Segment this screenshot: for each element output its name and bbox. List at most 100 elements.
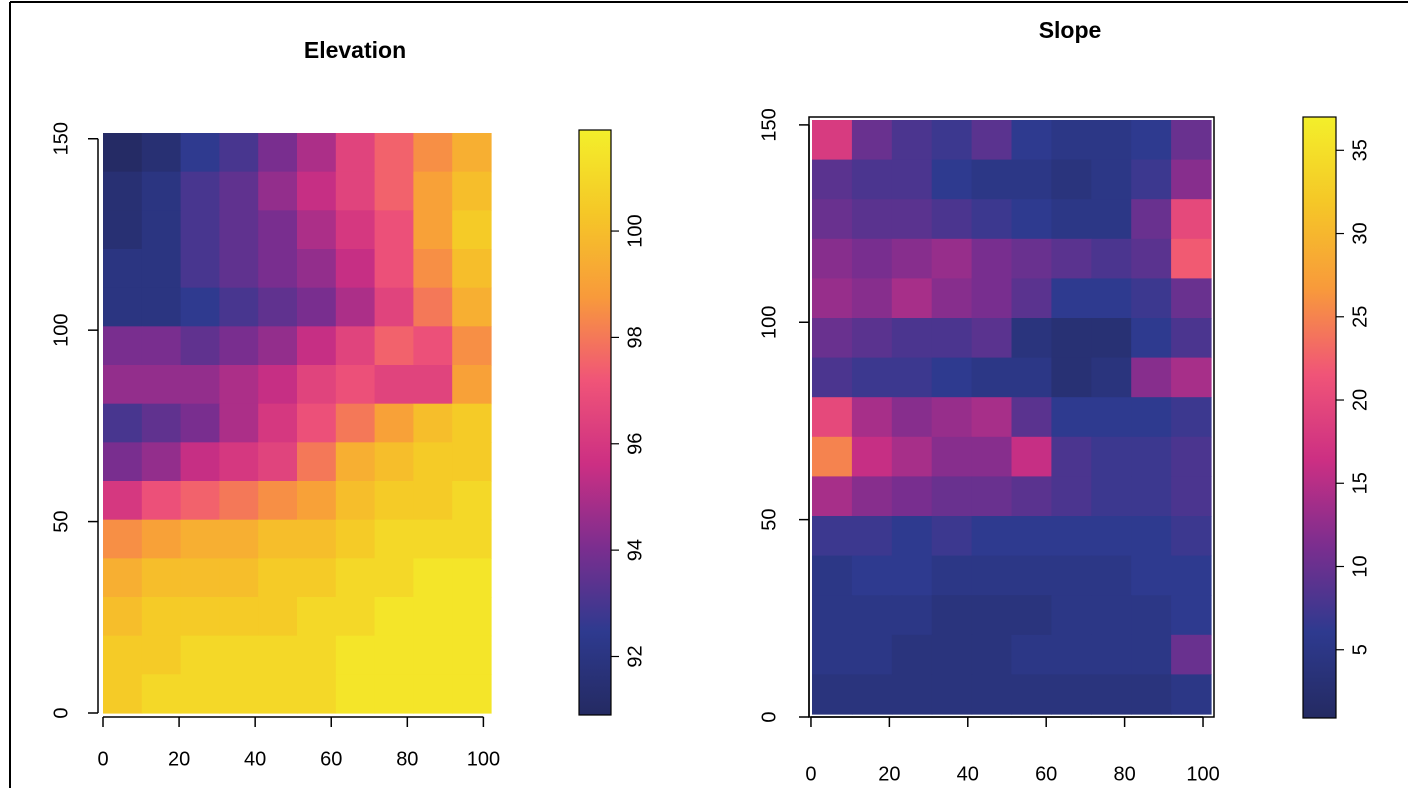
- colorbar-tick-label: 100: [624, 214, 646, 247]
- raster-cell: [335, 403, 376, 443]
- raster-cell: [335, 326, 376, 366]
- raster-cell: [812, 436, 853, 477]
- raster-cell: [1171, 357, 1212, 398]
- raster-cell: [931, 674, 973, 715]
- raster-cell: [297, 249, 337, 289]
- raster-cell: [103, 287, 143, 327]
- raster-cell: [413, 287, 453, 327]
- raster-cell: [1011, 238, 1052, 279]
- x-tick-label: 40: [244, 748, 266, 770]
- raster-cell: [103, 519, 143, 559]
- raster-cell: [851, 634, 893, 675]
- raster-cell: [219, 365, 259, 405]
- raster-cell: [851, 516, 893, 557]
- raster-cell: [335, 365, 376, 405]
- raster-cell: [851, 199, 893, 240]
- raster-cell: [335, 635, 376, 675]
- raster-cell: [931, 436, 973, 477]
- raster-cell: [931, 238, 973, 279]
- raster-cell: [931, 357, 973, 398]
- raster-cell: [851, 476, 893, 517]
- raster-cell: [971, 674, 1013, 715]
- raster-cell: [180, 326, 220, 366]
- colorbar-tick-label: 25: [1349, 306, 1371, 328]
- raster-cell: [141, 597, 182, 637]
- raster-cell: [141, 171, 182, 211]
- raster-cell: [180, 597, 220, 637]
- raster-cell: [374, 481, 414, 521]
- raster-cell: [1131, 397, 1172, 438]
- raster-cell: [891, 595, 933, 636]
- raster-cell: [812, 199, 853, 240]
- x-tick-label: 60: [1035, 763, 1057, 785]
- raster-cell: [812, 120, 853, 161]
- raster-cell: [413, 442, 453, 482]
- raster-cell: [258, 210, 298, 250]
- raster-cell: [931, 555, 973, 596]
- raster-cell: [1051, 674, 1092, 715]
- colorbar-tick-label: 5: [1349, 644, 1371, 655]
- raster-cell: [971, 238, 1013, 279]
- raster-cell: [452, 635, 492, 675]
- raster-cell: [297, 210, 337, 250]
- raster-cell: [297, 171, 337, 211]
- colorbar-tick-label: 98: [624, 326, 646, 348]
- raster-cell: [452, 249, 492, 289]
- raster-cell: [413, 519, 453, 559]
- raster-cell: [335, 249, 376, 289]
- raster-cell: [141, 249, 182, 289]
- raster-cell: [891, 357, 933, 398]
- x-tick-label: 60: [320, 748, 342, 770]
- raster-cell: [413, 597, 453, 637]
- raster-cell: [891, 634, 933, 675]
- raster-cell: [297, 442, 337, 482]
- raster-cell: [374, 442, 414, 482]
- raster-cell: [258, 519, 298, 559]
- raster-cell: [812, 318, 853, 359]
- raster-cell: [141, 635, 182, 675]
- raster-cell: [297, 365, 337, 405]
- raster-cell: [103, 403, 143, 443]
- raster-cell: [1091, 120, 1132, 161]
- raster-cell: [103, 635, 143, 675]
- raster-cell: [891, 674, 933, 715]
- raster-cell: [971, 595, 1013, 636]
- raster-cell: [1011, 159, 1052, 200]
- raster-cell: [413, 403, 453, 443]
- raster-cell: [374, 597, 414, 637]
- raster-cell: [931, 595, 973, 636]
- raster-cell: [413, 365, 453, 405]
- raster-cell: [413, 171, 453, 211]
- raster-cell: [374, 635, 414, 675]
- raster-cell: [1051, 278, 1092, 319]
- raster-cell: [1091, 436, 1132, 477]
- raster-cell: [413, 326, 453, 366]
- raster-cell: [1171, 555, 1212, 596]
- raster-cell: [931, 634, 973, 675]
- raster-cell: [1051, 555, 1092, 596]
- raster-cell: [141, 481, 182, 521]
- raster-cell: [141, 287, 182, 327]
- colorbar-tick-label: 96: [624, 433, 646, 455]
- raster-cell: [1091, 238, 1132, 279]
- raster-cell: [812, 278, 853, 319]
- raster-cell: [971, 634, 1013, 675]
- raster-cell: [851, 120, 893, 161]
- raster-cell: [1011, 674, 1052, 715]
- raster-cell: [931, 516, 973, 557]
- raster-cell: [297, 597, 337, 637]
- raster-cell: [219, 249, 259, 289]
- raster-cell: [180, 519, 220, 559]
- colorbar-tick-label: 20: [1349, 389, 1371, 411]
- raster-cell: [971, 476, 1013, 517]
- x-tick-label: 100: [467, 748, 500, 770]
- raster-cell: [219, 519, 259, 559]
- raster-cell: [971, 357, 1013, 398]
- raster-cell: [103, 326, 143, 366]
- raster-cell: [180, 635, 220, 675]
- raster-cell: [1171, 278, 1212, 319]
- raster-cell: [335, 133, 376, 173]
- raster-cell: [1011, 357, 1052, 398]
- raster-cell: [258, 635, 298, 675]
- raster-cell: [1171, 476, 1212, 517]
